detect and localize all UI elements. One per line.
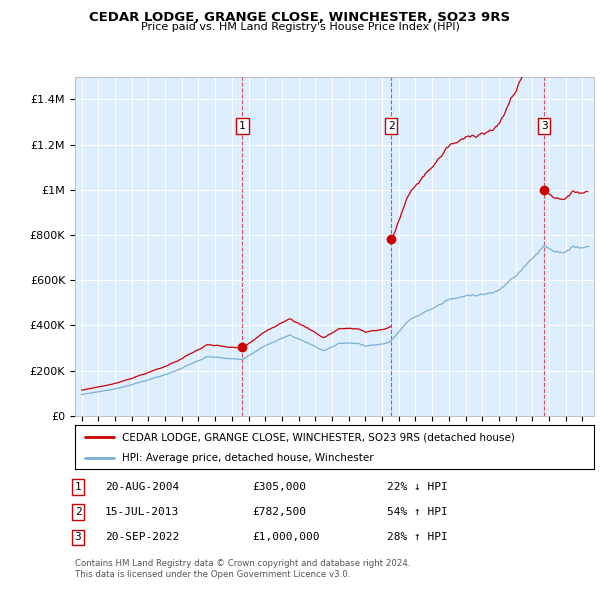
Text: 2: 2 [74,507,82,517]
Text: 20-SEP-2022: 20-SEP-2022 [105,533,179,542]
Text: 3: 3 [74,533,82,542]
Text: CEDAR LODGE, GRANGE CLOSE, WINCHESTER, SO23 9RS: CEDAR LODGE, GRANGE CLOSE, WINCHESTER, S… [89,11,511,24]
Text: 2: 2 [388,121,394,131]
Text: £1,000,000: £1,000,000 [252,533,320,542]
Text: 15-JUL-2013: 15-JUL-2013 [105,507,179,517]
Text: 28% ↑ HPI: 28% ↑ HPI [387,533,448,542]
Text: 1: 1 [74,482,82,491]
Text: This data is licensed under the Open Government Licence v3.0.: This data is licensed under the Open Gov… [75,571,350,579]
Text: 54% ↑ HPI: 54% ↑ HPI [387,507,448,517]
Text: 20-AUG-2004: 20-AUG-2004 [105,482,179,491]
Text: 1: 1 [239,121,246,131]
Text: 3: 3 [541,121,548,131]
Text: Contains HM Land Registry data © Crown copyright and database right 2024.: Contains HM Land Registry data © Crown c… [75,559,410,568]
Text: 22% ↓ HPI: 22% ↓ HPI [387,482,448,491]
Text: HPI: Average price, detached house, Winchester: HPI: Average price, detached house, Winc… [122,453,373,463]
Text: £305,000: £305,000 [252,482,306,491]
Text: £782,500: £782,500 [252,507,306,517]
Text: CEDAR LODGE, GRANGE CLOSE, WINCHESTER, SO23 9RS (detached house): CEDAR LODGE, GRANGE CLOSE, WINCHESTER, S… [122,432,515,442]
Text: Price paid vs. HM Land Registry's House Price Index (HPI): Price paid vs. HM Land Registry's House … [140,22,460,32]
